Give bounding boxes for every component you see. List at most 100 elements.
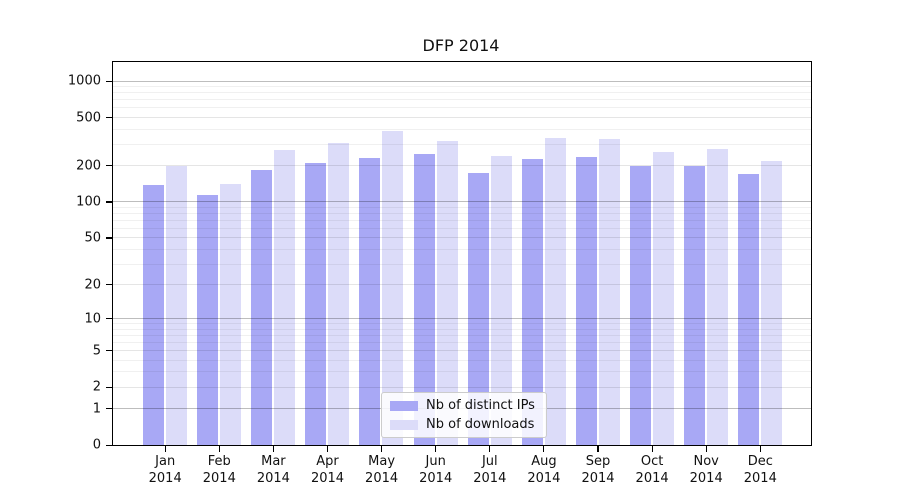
chart-title: DFP 2014 <box>422 36 500 55</box>
y-tick-label-50: 50 <box>84 230 101 246</box>
y-tick-label-2: 2 <box>92 379 101 395</box>
x-tick-label-oct: Oct 2014 <box>635 454 669 487</box>
gridline-90 <box>113 206 811 208</box>
gridline-6 <box>113 341 811 343</box>
bar-downloads-feb <box>220 183 242 445</box>
y-tick-label-1000: 1000 <box>67 73 101 89</box>
bar-downloads-jan <box>166 166 187 445</box>
y-tick-label-10: 10 <box>84 311 101 327</box>
x-tick-sep <box>597 446 599 453</box>
y-tick-label-1: 1 <box>92 401 101 417</box>
x-tick-label-jul: Jul 2014 <box>473 454 507 487</box>
bar-distinct-ips-nov <box>684 165 705 445</box>
gridline-100 <box>113 201 811 203</box>
y-tick-5 <box>106 350 112 352</box>
gridline-7 <box>113 334 811 336</box>
x-tick-label-aug: Aug 2014 <box>527 454 561 487</box>
gridline-20 <box>113 284 811 286</box>
y-tick-200 <box>106 165 112 167</box>
gridline-200 <box>113 165 811 167</box>
gridline-5 <box>113 350 811 352</box>
y-tick-50 <box>106 237 112 239</box>
gridline-40 <box>113 248 811 250</box>
y-tick-1 <box>106 408 112 410</box>
y-tick-20 <box>106 284 112 286</box>
legend-item-downloads: Nb of downloads <box>390 417 538 432</box>
bar-downloads-aug <box>544 138 566 445</box>
bar-downloads-jun <box>436 141 458 445</box>
bar-downloads-mar <box>274 150 296 445</box>
gridline-700 <box>113 99 811 101</box>
x-tick-jul <box>489 446 491 453</box>
y-tick-label-100: 100 <box>76 194 101 210</box>
gridline-8 <box>113 328 811 330</box>
legend-label-downloads: Nb of downloads <box>426 417 535 432</box>
bar-distinct-ips-aug <box>521 159 543 445</box>
y-tick-100 <box>106 201 112 203</box>
bar-distinct-ips-jun <box>413 154 435 445</box>
x-tick-label-jan: Jan 2014 <box>148 454 182 487</box>
legend: Nb of distinct IPs Nb of downloads <box>381 392 547 438</box>
x-tick-mar <box>272 446 274 453</box>
gridline-2 <box>113 386 811 388</box>
y-tick-label-200: 200 <box>76 158 101 174</box>
y-tick-label-5: 5 <box>92 343 101 359</box>
x-tick-nov <box>705 446 707 453</box>
gridline-500 <box>113 117 811 118</box>
x-tick-jan <box>164 446 166 453</box>
x-tick-label-nov: Nov 2014 <box>689 454 723 487</box>
bar-distinct-ips-oct <box>629 166 651 445</box>
gridline-800 <box>113 92 811 94</box>
bar-distinct-ips-sep <box>575 157 597 445</box>
x-tick-aug <box>543 446 545 453</box>
bar-downloads-apr <box>328 143 350 445</box>
bar-distinct-ips-dec <box>738 173 760 445</box>
y-tick-1000 <box>106 80 112 82</box>
x-tick-may <box>381 446 383 453</box>
x-tick-jun <box>435 446 437 453</box>
gridline-80 <box>113 213 811 214</box>
bar-distinct-ips-mar <box>251 170 273 445</box>
x-tick-label-apr: Apr 2014 <box>310 454 345 487</box>
x-tick-label-feb: Feb 2014 <box>202 454 236 487</box>
x-tick-label-may: May 2014 <box>365 454 399 487</box>
x-tick-label-dec: Dec 2014 <box>743 454 777 487</box>
x-tick-label-sep: Sep 2014 <box>581 454 615 487</box>
y-tick-2 <box>106 386 112 388</box>
bar-downloads-nov <box>707 148 728 445</box>
gridline-300 <box>113 143 811 145</box>
legend-swatch-distinct-ips <box>390 400 418 411</box>
bar-downloads-may <box>382 131 404 445</box>
gridline-1000 <box>113 80 811 82</box>
bar-distinct-ips-feb <box>197 195 219 445</box>
gridline-900 <box>113 86 811 88</box>
bar-downloads-sep <box>598 138 620 445</box>
gridline-70 <box>113 219 811 221</box>
gridline-4 <box>113 359 811 361</box>
y-tick-label-0: 0 <box>92 437 101 453</box>
gridline-60 <box>113 227 811 229</box>
gridline-10 <box>113 318 811 320</box>
legend-item-distinct-ips: Nb of distinct IPs <box>390 398 538 413</box>
plot-area: Nb of distinct IPs Nb of downloads <box>112 61 812 446</box>
bar-distinct-ips-jan <box>143 185 164 445</box>
bar-distinct-ips-jul <box>467 173 489 445</box>
x-tick-feb <box>218 446 220 453</box>
bar-distinct-ips-may <box>359 158 381 445</box>
gridline-30 <box>113 263 811 265</box>
y-tick-500 <box>106 117 112 119</box>
gridline-50 <box>113 237 811 239</box>
bar-distinct-ips-apr <box>305 163 327 445</box>
x-tick-apr <box>326 446 329 453</box>
x-tick-label-mar: Mar 2014 <box>256 454 290 487</box>
bar-downloads-dec <box>761 161 783 445</box>
x-tick-oct <box>651 446 653 453</box>
x-tick-dec <box>759 446 761 453</box>
y-tick-label-500: 500 <box>76 110 101 126</box>
legend-swatch-downloads <box>390 419 418 430</box>
x-tick-label-jun: Jun 2014 <box>419 454 453 487</box>
gridline-600 <box>113 107 811 109</box>
bar-downloads-oct <box>652 152 674 445</box>
legend-label-distinct-ips: Nb of distinct IPs <box>426 398 535 413</box>
